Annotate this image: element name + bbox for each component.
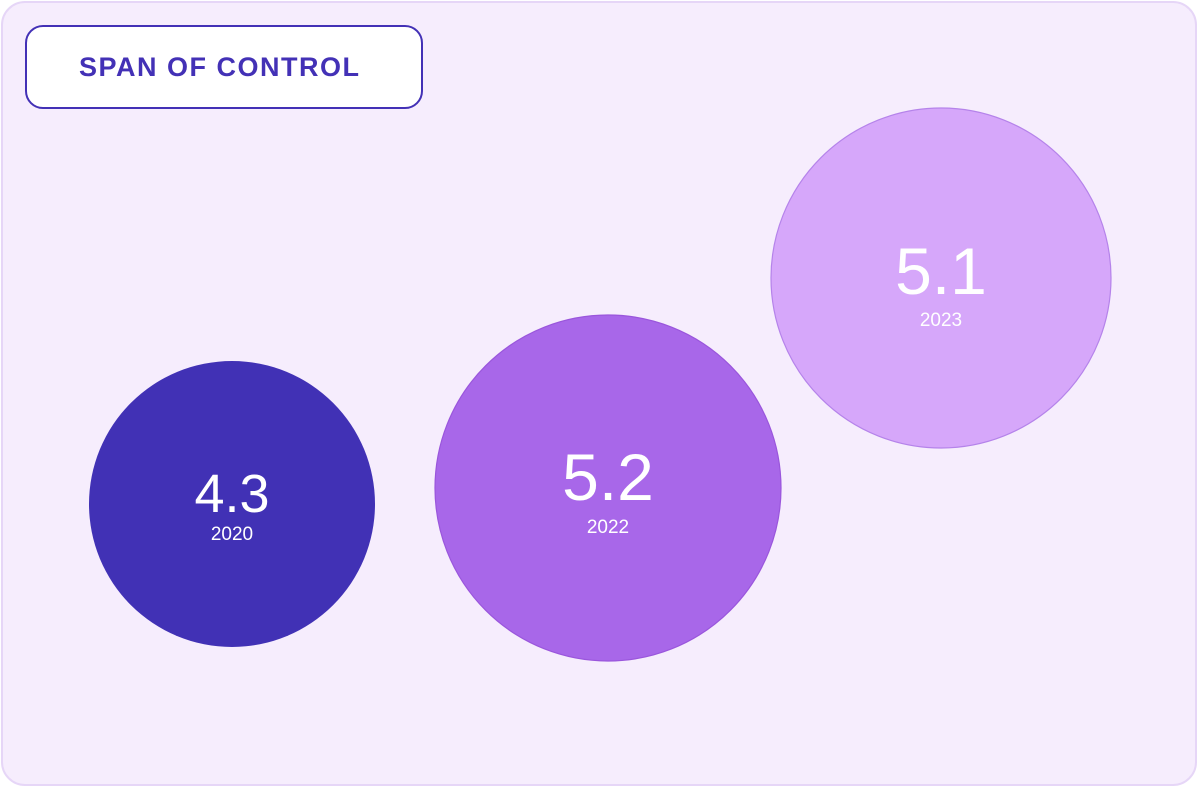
bubble-value-2022: 5.2 — [562, 440, 654, 514]
bubble-value-2020: 4.3 — [194, 464, 269, 524]
bubble-year-2022: 2022 — [587, 517, 629, 538]
chart-title: SPAN OF CONTROL — [79, 51, 361, 82]
chart-title-box: SPAN OF CONTROL — [25, 25, 423, 109]
bubble-2023 — [770, 107, 1112, 449]
bubble-value-2023: 5.1 — [895, 234, 987, 308]
bubble-2022 — [434, 314, 782, 662]
bubble-year-2023: 2023 — [920, 310, 962, 331]
bubble-2020 — [89, 361, 375, 647]
bubble-year-2020: 2020 — [211, 524, 253, 545]
